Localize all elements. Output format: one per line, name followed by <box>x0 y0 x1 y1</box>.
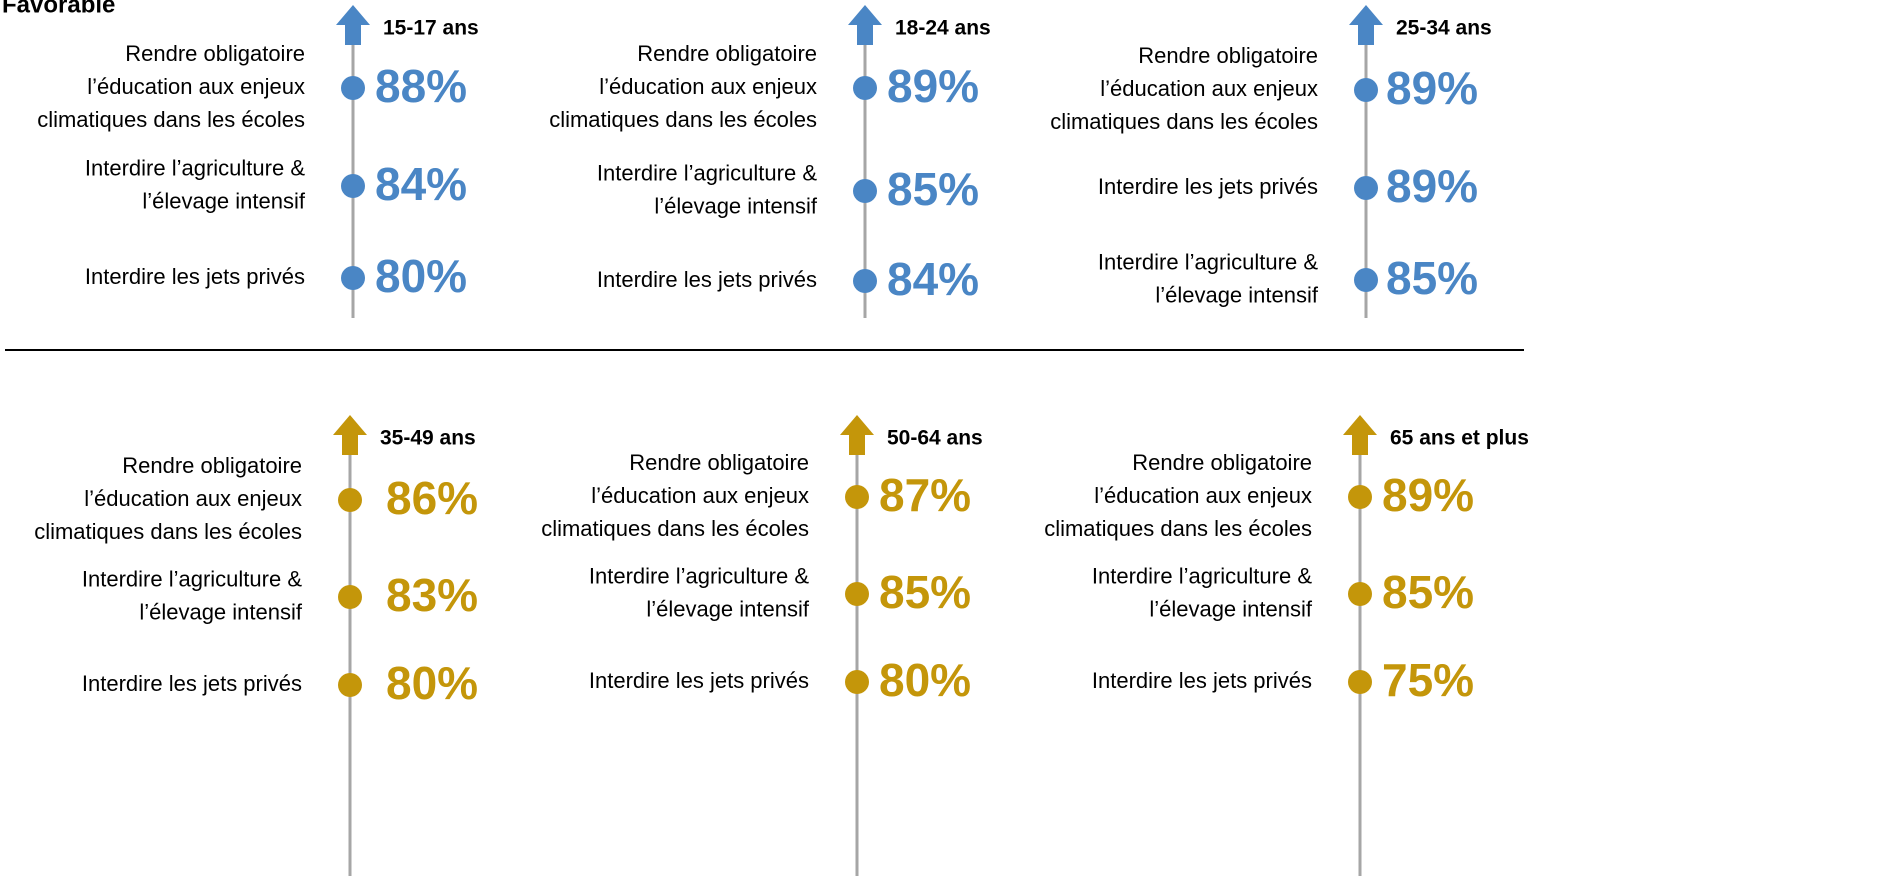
item-label: Rendre obligatoire <box>1132 450 1312 475</box>
item-value: 87% <box>879 469 971 521</box>
item-value: 80% <box>375 250 467 302</box>
item-value: 84% <box>375 158 467 210</box>
item-label: Interdire l’agriculture & <box>85 155 305 180</box>
item-label: Interdire l’agriculture & <box>597 160 817 185</box>
item-label: Interdire les jets privés <box>82 671 302 696</box>
dot <box>1354 176 1378 200</box>
dot <box>845 582 869 606</box>
group-label: 25-34 ans <box>1396 17 1492 40</box>
item-label: l’éducation aux enjeux <box>84 486 302 511</box>
arrow <box>840 415 874 455</box>
item-label: Rendre obligatoire <box>637 41 817 66</box>
item-label: l’élevage intensif <box>1155 282 1319 307</box>
item-value: 85% <box>1386 252 1478 304</box>
dot <box>1354 78 1378 102</box>
item-label: l’élevage intensif <box>654 193 818 218</box>
item-label: Interdire les jets privés <box>85 264 305 289</box>
group-label: 18-24 ans <box>895 17 991 40</box>
dot <box>845 485 869 509</box>
dot <box>1348 485 1372 509</box>
item-label: climatiques dans les écoles <box>1044 516 1312 541</box>
item-label: climatiques dans les écoles <box>34 519 302 544</box>
item-value: 84% <box>887 253 979 305</box>
dot <box>1348 670 1372 694</box>
dot <box>1348 582 1372 606</box>
item-label: Interdire l’agriculture & <box>1098 249 1318 274</box>
dot <box>853 76 877 100</box>
item-value: 86% <box>386 472 478 524</box>
item-value: 85% <box>1382 566 1474 618</box>
item-value: 85% <box>879 566 971 618</box>
dot <box>341 174 365 198</box>
item-value: 89% <box>1386 62 1478 114</box>
title: Favorable <box>2 0 115 18</box>
group-label: 35-49 ans <box>380 427 476 450</box>
item-value: 88% <box>375 60 467 112</box>
item-value: 83% <box>386 569 478 621</box>
item-value: 89% <box>887 60 979 112</box>
item-label: Rendre obligatoire <box>122 453 302 478</box>
item-value: 89% <box>1382 469 1474 521</box>
arrow <box>1349 5 1383 45</box>
item-label: climatiques dans les écoles <box>541 516 809 541</box>
item-label: climatiques dans les écoles <box>1050 109 1318 134</box>
dot <box>845 670 869 694</box>
item-value: 75% <box>1382 654 1474 706</box>
item-label: l’éducation aux enjeux <box>1094 483 1312 508</box>
dot <box>341 76 365 100</box>
group-label: 15-17 ans <box>383 17 479 40</box>
group-label: 50-64 ans <box>887 427 983 450</box>
arrow <box>333 415 367 455</box>
item-label: Rendre obligatoire <box>125 41 305 66</box>
item-label: l’éducation aux enjeux <box>591 483 809 508</box>
item-value: 89% <box>1386 160 1478 212</box>
arrow <box>848 5 882 45</box>
dot <box>1354 268 1378 292</box>
item-label: l’élevage intensif <box>646 596 810 621</box>
item-label: l’éducation aux enjeux <box>1100 76 1318 101</box>
item-label: climatiques dans les écoles <box>37 107 305 132</box>
dot <box>853 179 877 203</box>
item-label: Interdire l’agriculture & <box>589 563 809 588</box>
dot <box>338 585 362 609</box>
dot <box>338 488 362 512</box>
item-label: climatiques dans les écoles <box>549 107 817 132</box>
item-label: l’éducation aux enjeux <box>87 74 305 99</box>
item-label: Interdire les jets privés <box>597 267 817 292</box>
item-label: l’élevage intensif <box>1149 596 1313 621</box>
item-label: l’éducation aux enjeux <box>599 74 817 99</box>
item-label: l’élevage intensif <box>139 599 303 624</box>
dot <box>338 673 362 697</box>
arrow <box>336 5 370 45</box>
item-label: Rendre obligatoire <box>629 450 809 475</box>
item-label: Rendre obligatoire <box>1138 43 1318 68</box>
item-label: Interdire l’agriculture & <box>82 566 302 591</box>
item-value: 80% <box>386 657 478 709</box>
dot <box>341 266 365 290</box>
dot <box>853 269 877 293</box>
item-label: Interdire l’agriculture & <box>1092 563 1312 588</box>
item-label: Interdire les jets privés <box>1098 174 1318 199</box>
arrow <box>1343 415 1377 455</box>
group-label: 65 ans et plus <box>1390 427 1529 450</box>
item-label: l’élevage intensif <box>142 188 306 213</box>
item-label: Interdire les jets privés <box>1092 668 1312 693</box>
item-value: 85% <box>887 163 979 215</box>
item-value: 80% <box>879 654 971 706</box>
item-label: Interdire les jets privés <box>589 668 809 693</box>
